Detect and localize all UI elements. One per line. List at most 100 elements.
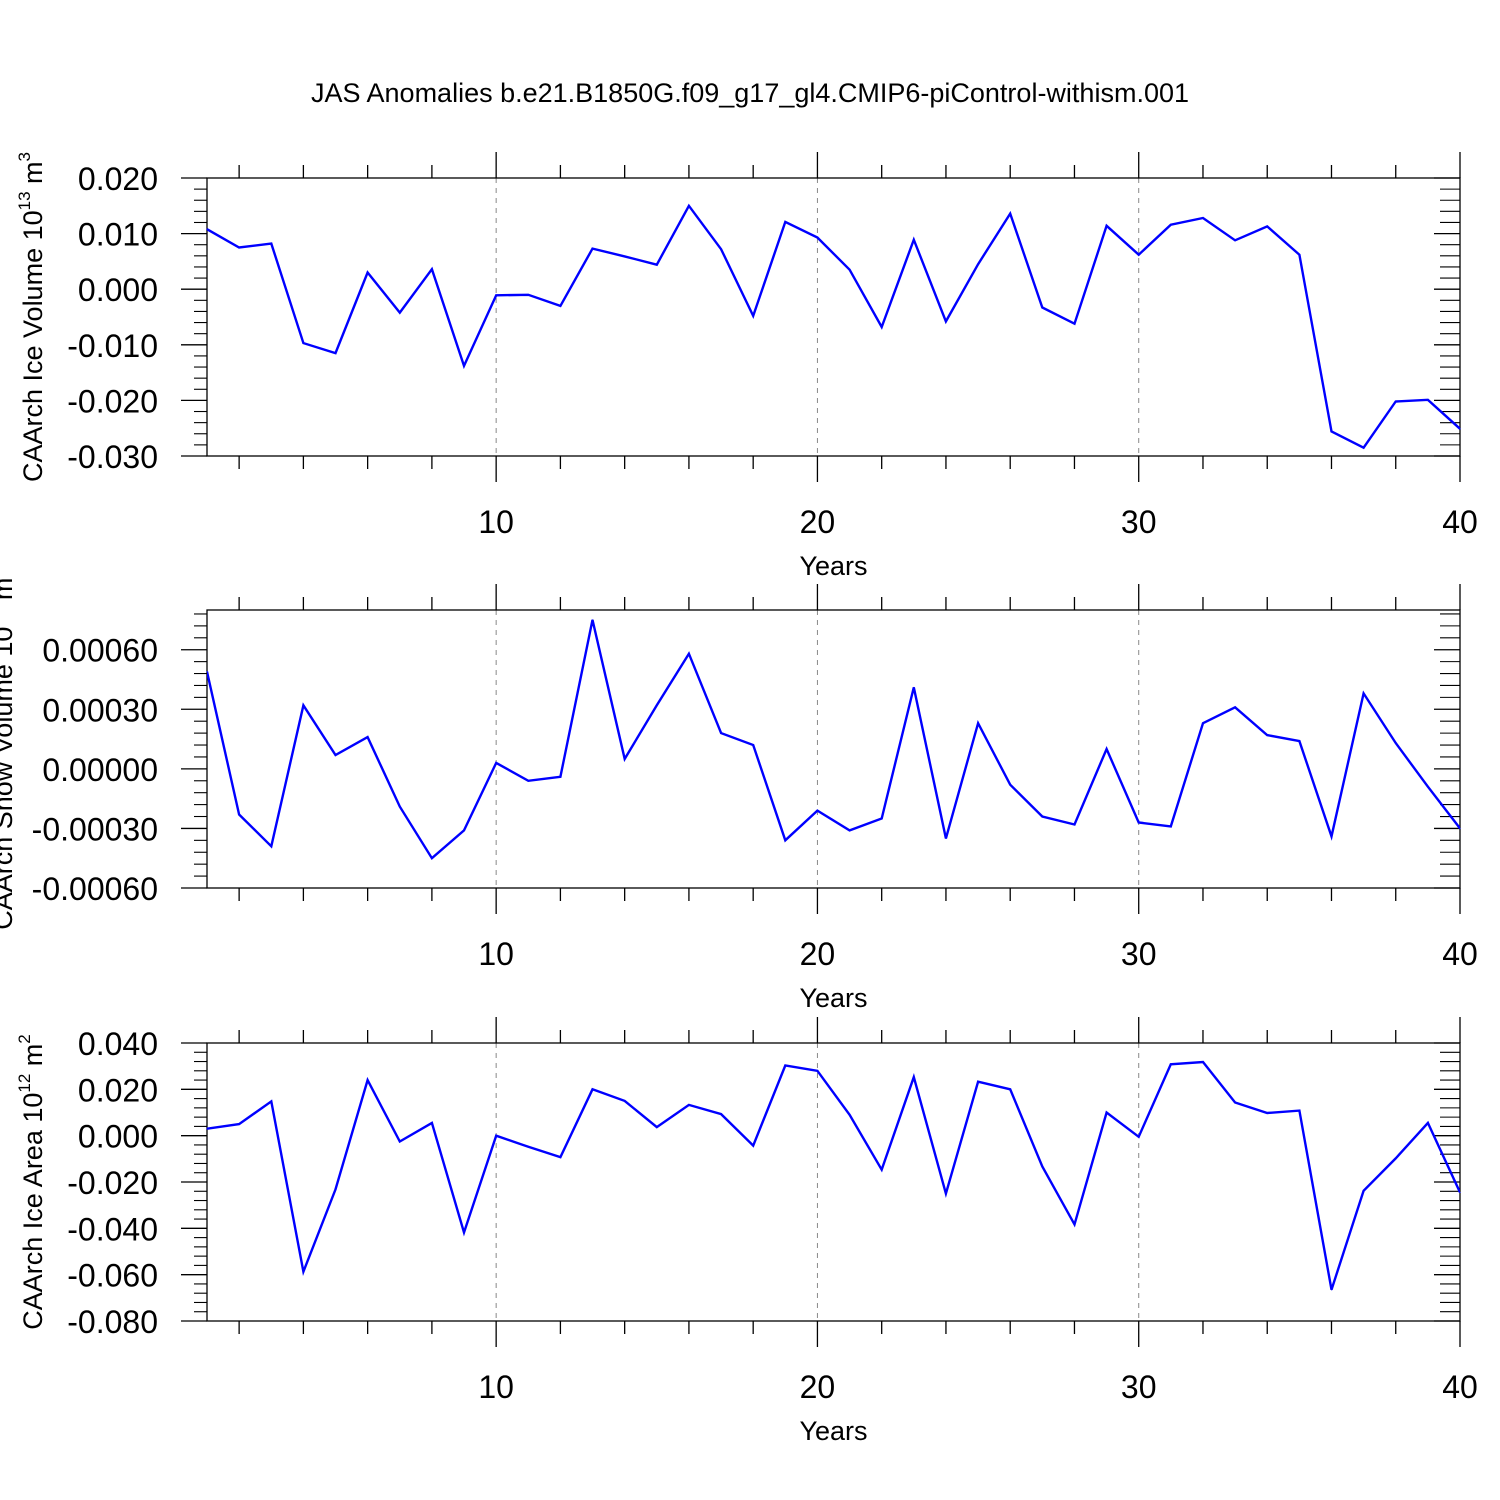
data-point: [1170, 1063, 1172, 1065]
data-point: [816, 809, 819, 812]
y-tick-label: -0.080: [67, 1304, 158, 1340]
data-point: [302, 704, 304, 706]
data-point: [784, 221, 786, 223]
data-point: [1363, 447, 1365, 449]
data-point: [206, 670, 208, 673]
data-point: [752, 744, 754, 746]
data-point: [1363, 1190, 1365, 1192]
data-point: [784, 1064, 786, 1067]
x-tick-label: 40: [1442, 936, 1478, 972]
y-tick-label: 0.00030: [42, 692, 158, 728]
data-point: [1009, 784, 1011, 786]
data-point: [1138, 821, 1140, 824]
data-point: [591, 248, 594, 250]
data-point: [624, 1100, 626, 1102]
data-point: [1298, 740, 1300, 742]
data-point: [1073, 323, 1076, 325]
x-tick-label: 30: [1121, 504, 1157, 540]
data-point: [1266, 225, 1268, 227]
data-point: [784, 839, 786, 841]
data-point: [463, 1231, 465, 1234]
data-point: [688, 205, 690, 207]
data-point: [752, 315, 754, 317]
data-point: [977, 722, 979, 724]
data-point: [334, 352, 337, 354]
y-tick-label: -0.040: [67, 1211, 158, 1247]
data-point: [527, 294, 529, 296]
data-point: [848, 269, 851, 271]
y-tick-label: -0.00060: [32, 871, 158, 907]
data-point: [463, 829, 465, 832]
data-point: [1202, 217, 1204, 219]
data-point: [302, 1271, 304, 1273]
data-point: [1363, 692, 1365, 695]
data-point: [656, 704, 658, 706]
data-point: [495, 294, 497, 296]
data-point: [1298, 1110, 1300, 1112]
data-point: [1395, 742, 1397, 744]
data-point: [559, 305, 562, 307]
x-axis-label: Years: [799, 1416, 867, 1446]
data-point: [399, 311, 401, 314]
data-point: [463, 365, 465, 367]
y-axis-label: CAArch Ice Area 1012 m2: [15, 1034, 48, 1330]
data-point: [206, 1128, 208, 1130]
data-point: [238, 813, 240, 816]
x-tick-label: 20: [800, 936, 836, 972]
data-point: [1298, 254, 1300, 256]
data-point: [302, 342, 304, 344]
y-tick-label: 0.020: [78, 161, 158, 197]
data-point: [431, 857, 433, 859]
data-point: [1105, 1111, 1108, 1114]
x-tick-label: 30: [1121, 1369, 1157, 1405]
data-point: [1427, 1122, 1429, 1124]
data-point: [367, 1079, 369, 1081]
data-point: [1266, 734, 1268, 736]
data-point: [881, 1169, 883, 1171]
y-tick-label: 0.00000: [42, 752, 158, 788]
x-tick-label: 40: [1442, 504, 1478, 540]
data-point: [624, 758, 626, 760]
x-tick-label: 30: [1121, 936, 1157, 972]
data-point: [720, 732, 722, 734]
y-tick-label: -0.010: [67, 328, 158, 364]
data-point: [881, 817, 883, 820]
data-point: [656, 264, 658, 266]
data-point: [559, 1156, 562, 1158]
data-point: [913, 239, 915, 241]
data-point: [334, 754, 337, 756]
plot-frame: [206, 609, 1461, 889]
data-point: [1009, 212, 1011, 215]
data-point: [495, 1135, 497, 1137]
data-point: [1266, 1112, 1268, 1114]
x-axis-label: Years: [799, 551, 867, 581]
plot-frame: [206, 177, 1461, 457]
y-tick-label: -0.060: [67, 1258, 158, 1294]
data-point: [270, 845, 272, 847]
data-point: [367, 736, 369, 738]
data-point: [1330, 1289, 1333, 1291]
data-point: [945, 1192, 947, 1195]
data-point: [1041, 1165, 1043, 1168]
y-axis-label: CAArch Snow Volume 1013 m3: [0, 568, 18, 930]
data-point: [1138, 254, 1140, 256]
data-point: [1330, 430, 1333, 433]
data-point: [399, 1140, 401, 1143]
data-point: [1330, 835, 1333, 837]
series-line: [207, 1060, 1460, 1291]
data-point: [334, 1188, 337, 1191]
data-point: [206, 228, 208, 230]
x-tick-label: 20: [800, 504, 836, 540]
x-tick-label: 20: [800, 1369, 836, 1405]
data-point: [688, 1104, 690, 1106]
y-tick-label: 0.000: [78, 1119, 158, 1155]
data-point: [527, 780, 529, 782]
y-tick-label: 0.040: [78, 1026, 158, 1062]
data-point: [945, 837, 947, 839]
series-line: [207, 203, 1460, 450]
x-tick-label: 10: [478, 504, 514, 540]
data-point: [752, 1145, 754, 1147]
data-point: [624, 255, 626, 257]
y-tick-label: -0.00030: [32, 811, 158, 847]
